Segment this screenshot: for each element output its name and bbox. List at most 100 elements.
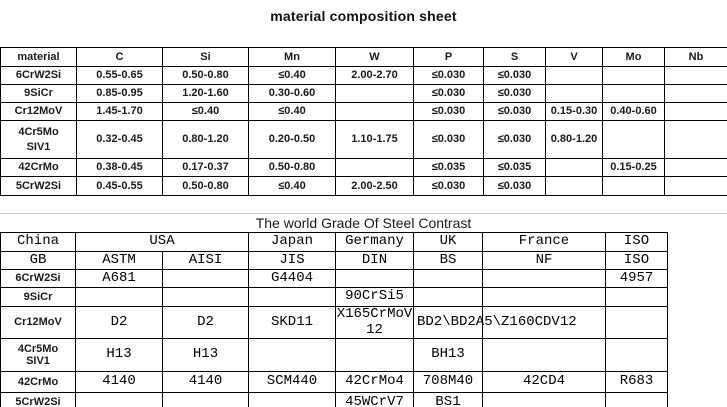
material-cell: 6CrW2Si xyxy=(0,66,77,85)
value-cell xyxy=(75,287,163,307)
value-cell: 0.30-0.60 xyxy=(248,84,336,103)
column-header: ASTM xyxy=(75,251,163,270)
value-cell: D2 xyxy=(75,306,163,339)
table-row: 5CrW2Si 45WCrV7 BS1 xyxy=(0,392,668,407)
value-cell xyxy=(162,287,249,307)
value-cell: ≤0.030 xyxy=(483,176,546,196)
value-cell: 1.20-1.60 xyxy=(162,84,249,103)
material-cell: 9SiCr xyxy=(0,84,77,103)
value-cell: H13 xyxy=(162,338,249,372)
material-cell: 42CrMo xyxy=(0,371,76,393)
value-cell xyxy=(335,269,414,288)
value-cell: 0.80-1.20 xyxy=(545,120,603,159)
table-row: Cr12MoV 1.45-1.70 ≤0.40 ≤0.40 ≤0.030 ≤0.030 0.… xyxy=(0,102,727,121)
value-cell: 42CrMo4 xyxy=(335,371,414,393)
value-cell: 4957 xyxy=(605,269,668,288)
value-cell: ≤0.030 xyxy=(483,102,546,121)
value-cell: ≤0.030 xyxy=(413,176,484,196)
material-cell: Cr12MoV xyxy=(0,306,76,339)
value-cell xyxy=(664,102,727,121)
table-row: Cr12MoV D2 D2 SKD11 X165CrMoV 12 BD2\BD2A5\Z1… xyxy=(0,306,668,339)
value-cell xyxy=(413,287,483,307)
value-cell: 0.50-0.80 xyxy=(162,176,249,196)
table-row: 5CrW2Si 0.45-0.55 0.50-0.80 ≤0.40 2.00-2.50 ≤… xyxy=(0,176,727,196)
header-row: China USA Japan Germany UK France ISO xyxy=(0,232,668,252)
value-cell xyxy=(482,338,606,372)
value-cell xyxy=(605,306,668,339)
value-cell xyxy=(162,392,249,407)
value-cell xyxy=(248,392,336,407)
value-cell: 0.55-0.65 xyxy=(76,66,163,85)
column-header: Mn xyxy=(248,47,336,67)
table-row: 9SiCr 90CrSi5 xyxy=(0,287,668,307)
value-cell: 0.85-0.95 xyxy=(76,84,163,103)
value-cell xyxy=(335,102,414,121)
value-cell: BD2\BD2A5\Z160CDV12 xyxy=(413,306,577,339)
value-cell: 1.10-1.75 xyxy=(335,120,414,159)
value-cell: ≤0.035 xyxy=(483,158,546,177)
material-cell: 4Cr5Mo SIV1 xyxy=(0,120,77,159)
column-header: ISO xyxy=(605,251,668,270)
value-cell: 0.40-0.60 xyxy=(602,102,665,121)
value-cell xyxy=(602,176,665,196)
value-cell: ≤0.030 xyxy=(483,84,546,103)
column-header: material xyxy=(0,47,77,67)
value-cell xyxy=(602,120,665,159)
value-cell xyxy=(248,338,336,372)
value-cell: 1.45-1.70 xyxy=(76,102,163,121)
column-header: Nb xyxy=(664,47,727,67)
value-cell xyxy=(482,287,606,307)
value-cell xyxy=(664,176,727,196)
overflowing-value: BD2\BD2A5\Z160CDV12 xyxy=(417,313,577,330)
material-cell: 6CrW2Si xyxy=(0,269,76,288)
value-cell: H13 xyxy=(75,338,163,372)
value-cell: ≤0.035 xyxy=(413,158,484,177)
material-cell: 42CrMo xyxy=(0,158,77,177)
value-cell xyxy=(162,269,249,288)
value-cell xyxy=(545,158,603,177)
value-cell: BS1 xyxy=(413,392,483,407)
value-cell: SKD11 xyxy=(248,306,336,339)
value-cell: G4404 xyxy=(248,269,336,288)
table-row: 6CrW2Si 0.55-0.65 0.50-0.80 ≤0.40 2.00-2.70 ≤… xyxy=(0,66,727,85)
value-cell xyxy=(664,120,727,159)
column-header: BS xyxy=(413,251,483,270)
column-header: China xyxy=(0,232,76,252)
column-header: Mo xyxy=(602,47,665,67)
value-cell: 90CrSi5 xyxy=(335,287,414,307)
value-cell: 708M40 xyxy=(413,371,483,393)
value-cell xyxy=(664,84,727,103)
value-cell xyxy=(545,84,603,103)
value-cell xyxy=(545,66,603,85)
value-cell: ≤0.40 xyxy=(248,102,336,121)
value-cell xyxy=(335,158,414,177)
column-header: France xyxy=(482,232,606,252)
grade-table-title: The world Grade Of Steel Contrast xyxy=(255,215,472,231)
value-cell: 45WCrV7 xyxy=(335,392,414,407)
value-cell: 0.50-0.80 xyxy=(162,66,249,85)
column-header: W xyxy=(335,47,414,67)
value-cell: ≤0.030 xyxy=(413,84,484,103)
value-cell xyxy=(605,392,668,407)
composition-table: material C Si Mn W P S V Mo Nb 6CrW2Si 0.55-0.65 0.5… xyxy=(0,47,727,196)
header-row: GB ASTM AISI JIS DIN BS NF ISO xyxy=(0,251,668,270)
value-cell xyxy=(602,84,665,103)
value-cell: 0.17-0.37 xyxy=(162,158,249,177)
value-cell: X165CrMoV 12 xyxy=(335,306,414,339)
value-cell: 0.15-0.25 xyxy=(602,158,665,177)
value-cell: ≤0.030 xyxy=(483,66,546,85)
value-cell: 4140 xyxy=(162,371,249,393)
value-cell: 0.80-1.20 xyxy=(162,120,249,159)
value-cell xyxy=(413,269,483,288)
value-cell: 0.50-0.80 xyxy=(248,158,336,177)
value-cell: ≤0.40 xyxy=(162,102,249,121)
value-cell xyxy=(75,392,163,407)
value-cell: ≤0.40 xyxy=(248,66,336,85)
table-row: 9SiCr 0.85-0.95 1.20-1.60 0.30-0.60 ≤0.030 ≤0… xyxy=(0,84,727,103)
value-cell: R683 xyxy=(605,371,668,393)
value-cell: 4140 xyxy=(75,371,163,393)
value-cell: ≤0.030 xyxy=(483,120,546,159)
value-cell xyxy=(602,66,665,85)
value-cell xyxy=(335,84,414,103)
